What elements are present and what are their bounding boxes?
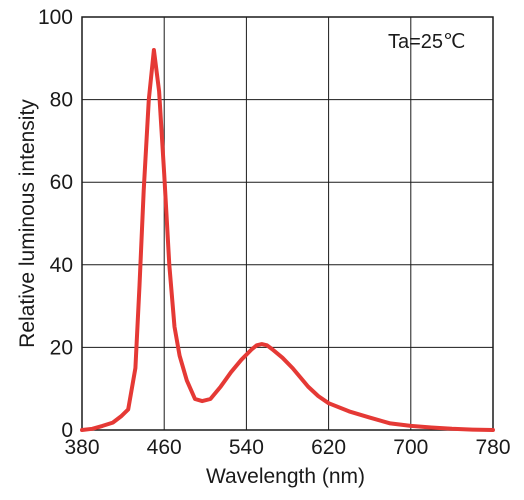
grid — [82, 17, 493, 430]
x-tick-label: 620 — [311, 436, 346, 459]
x-tick-label: 780 — [475, 436, 510, 459]
x-axis-label: Wavelength (nm) — [206, 465, 365, 488]
y-tick-label: 80 — [50, 89, 73, 112]
y-tick-label: 0 — [61, 419, 73, 442]
series-line — [80, 48, 495, 432]
plot-frame — [81, 16, 494, 431]
y-axis-label: Relative luminous intensity — [16, 99, 39, 348]
x-tick-label: 700 — [393, 436, 428, 459]
series-layer — [80, 48, 495, 432]
y-tick-label: 60 — [50, 171, 73, 194]
y-tick-label: 20 — [50, 336, 73, 359]
x-tick-label: 380 — [64, 436, 99, 459]
annotation-label: Ta=25℃ — [388, 31, 466, 53]
x-tick-label: 460 — [147, 436, 182, 459]
x-tick-label: 540 — [229, 436, 264, 459]
tick-labels: 380 460 540 620 700 780 0 20 40 60 80 100 — [38, 6, 511, 459]
y-tick-label: 100 — [38, 6, 73, 29]
y-tick-label: 40 — [50, 254, 73, 277]
